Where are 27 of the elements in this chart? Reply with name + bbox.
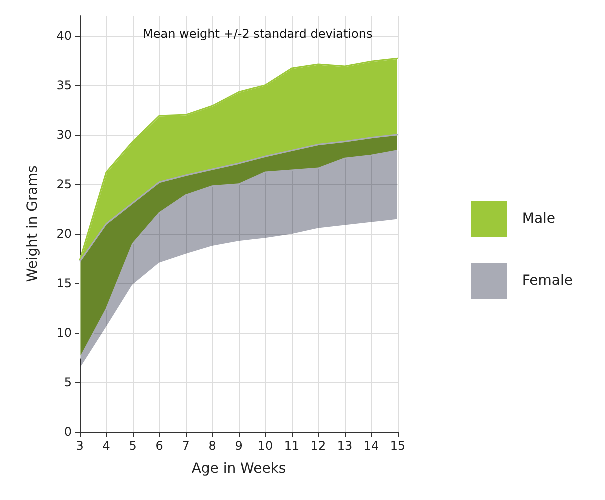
x-tick-label: 9 bbox=[235, 439, 243, 453]
y-tick-label: 30 bbox=[56, 128, 72, 142]
x-tick-label: 11 bbox=[284, 439, 300, 453]
x-tick-label: 14 bbox=[364, 439, 380, 453]
y-tick-label: 0 bbox=[64, 425, 72, 439]
y-tick-label: 20 bbox=[56, 226, 72, 241]
y-tick-label: 10 bbox=[56, 326, 72, 340]
y-tick-label: 15 bbox=[56, 276, 72, 290]
x-tick-label: 5 bbox=[129, 439, 137, 453]
text: Female bbox=[522, 273, 574, 289]
y-tick-label: 25 bbox=[56, 177, 72, 192]
y-axis-title: Weight in Grams bbox=[25, 166, 41, 282]
x-tick-label: 15 bbox=[390, 439, 406, 453]
x-tick-label: 4 bbox=[102, 439, 110, 453]
x-tick-label: 12 bbox=[310, 439, 326, 453]
x-tick-label: 7 bbox=[182, 439, 190, 453]
x-tick-label: 13 bbox=[337, 439, 353, 453]
y-tick-label: 40 bbox=[56, 28, 72, 43]
x-tick-label: 3 bbox=[76, 439, 84, 453]
text: Mean weight +/-2 standard deviations bbox=[143, 27, 373, 41]
x-tick-label: 10 bbox=[258, 439, 274, 453]
y-tick-label: 35 bbox=[56, 78, 72, 92]
x-tick-label: 8 bbox=[208, 439, 216, 453]
text: Male bbox=[522, 211, 556, 227]
x-tick-label: 6 bbox=[156, 439, 164, 453]
y-tick-label: 5 bbox=[64, 375, 72, 390]
x-axis-title: Age in Weeks bbox=[192, 461, 286, 477]
